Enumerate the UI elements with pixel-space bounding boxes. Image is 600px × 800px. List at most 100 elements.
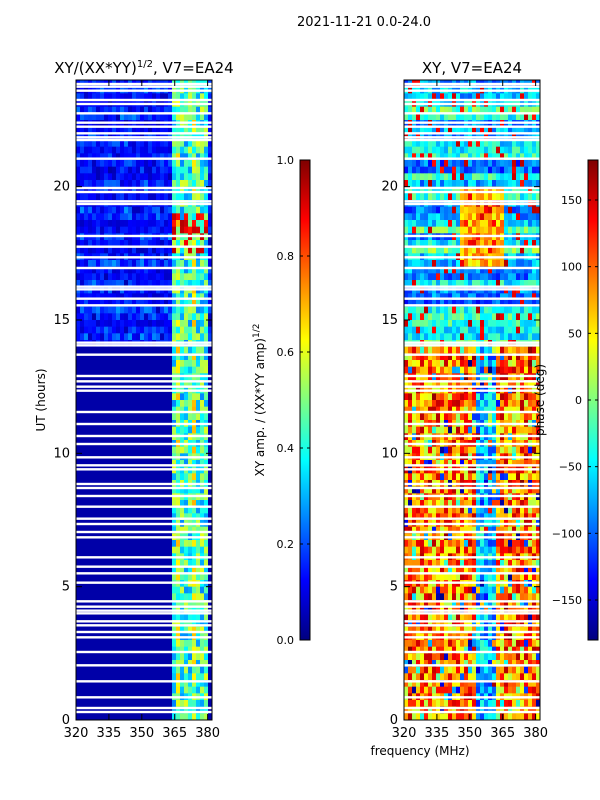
amp-cell <box>140 406 145 414</box>
phase-cell <box>476 160 481 168</box>
amp-cell <box>116 246 121 254</box>
phase-cell <box>516 333 521 341</box>
amp-cell <box>76 160 81 168</box>
amp-cell <box>120 686 125 694</box>
amp-cell <box>148 126 153 134</box>
amp-cell <box>92 220 97 228</box>
amp-cell <box>76 180 81 188</box>
phase-cell <box>488 260 493 268</box>
phase-cell <box>468 173 473 181</box>
amp-cell <box>124 346 129 354</box>
amp-cell <box>104 213 109 221</box>
amp-cell <box>76 93 81 101</box>
amp-cell <box>144 206 149 214</box>
amp-cell <box>124 713 129 720</box>
amp-cell <box>188 173 193 181</box>
amp-cell <box>136 473 141 481</box>
phase-cell <box>456 266 461 274</box>
amp-cell <box>116 333 121 341</box>
amp-flag-line <box>76 612 212 615</box>
phase-cell <box>404 246 409 254</box>
amp-cell <box>152 166 157 174</box>
amp-cell <box>136 293 141 301</box>
amp-cell <box>204 333 209 341</box>
phase-cell <box>416 313 421 321</box>
amp-cell <box>196 333 201 341</box>
amp-cell <box>180 246 185 254</box>
amp-cell <box>84 506 89 514</box>
amp-cell <box>84 93 89 101</box>
amp-cell <box>172 700 177 708</box>
amp-cell <box>136 400 141 408</box>
phase-cell <box>480 266 485 274</box>
phase-cell <box>536 166 540 174</box>
amp-cell <box>76 406 81 414</box>
amp-cell <box>172 486 177 494</box>
amp-panel: XY/(XX*YY)1/2, V7=EA24 320 335 350 365 380 0… <box>34 59 234 741</box>
amp-flag-line <box>76 434 212 438</box>
amp-cell <box>112 500 117 508</box>
amp-cell <box>192 713 197 720</box>
amp-cell <box>188 706 193 714</box>
amp-cell <box>80 546 85 554</box>
amp-cell <box>136 666 141 674</box>
amp-cell <box>88 446 93 454</box>
amp-cell <box>92 186 97 194</box>
amp-cell <box>128 506 133 514</box>
amp-cell <box>84 446 89 454</box>
amp-cell <box>116 313 121 321</box>
phase-cell <box>460 333 465 341</box>
phase-cell <box>508 113 513 121</box>
amp-cell <box>132 366 137 374</box>
amp-cell <box>188 140 193 148</box>
phase-cell <box>404 126 409 134</box>
amp-cell <box>160 266 165 274</box>
amp-cell <box>132 560 137 568</box>
amp-cell <box>188 713 193 720</box>
amp-cell <box>96 220 101 228</box>
amp-cell <box>104 353 109 361</box>
amp-flag-line <box>76 680 212 683</box>
phase-cell <box>488 366 493 374</box>
amp-cell <box>164 353 169 361</box>
phase-cell <box>432 206 437 214</box>
amp-cell <box>100 700 105 708</box>
phase-cell <box>464 206 469 214</box>
phase-cell <box>500 360 505 368</box>
phase-cell <box>404 193 409 201</box>
amp-cell <box>204 666 209 674</box>
amp-cell <box>148 566 153 574</box>
amp-cell <box>188 586 193 594</box>
phase-cell <box>404 93 409 101</box>
amp-flag-line <box>76 636 212 639</box>
amp-cell <box>128 260 133 268</box>
amp-cell <box>124 93 129 101</box>
amp-cell <box>84 473 89 481</box>
amp-cell <box>152 700 157 708</box>
amp-flag-line <box>76 486 212 490</box>
amp-cell <box>172 220 177 228</box>
phase-cell <box>468 366 473 374</box>
phase-cell <box>408 106 413 114</box>
amp-cell <box>140 240 145 248</box>
phase-cell <box>480 126 485 134</box>
amp-cell <box>180 546 185 554</box>
phase-cell <box>528 213 533 221</box>
phase-cell <box>528 193 533 201</box>
phase-cell <box>452 153 457 161</box>
phase-cell <box>424 313 429 321</box>
amp-cell <box>124 593 129 601</box>
phase-cell <box>512 360 517 368</box>
amp-cell <box>112 246 117 254</box>
amp-cell <box>176 540 181 548</box>
phase-cell <box>536 220 540 228</box>
amp-cell <box>208 653 212 661</box>
amp-cell <box>76 473 81 481</box>
phase-cell <box>436 280 441 288</box>
amp-cell <box>120 360 125 368</box>
amp-cell <box>184 680 189 688</box>
amp-cell <box>164 653 169 661</box>
phase-cell <box>436 313 441 321</box>
amp-cell <box>120 706 125 714</box>
amp-cell <box>76 106 81 114</box>
